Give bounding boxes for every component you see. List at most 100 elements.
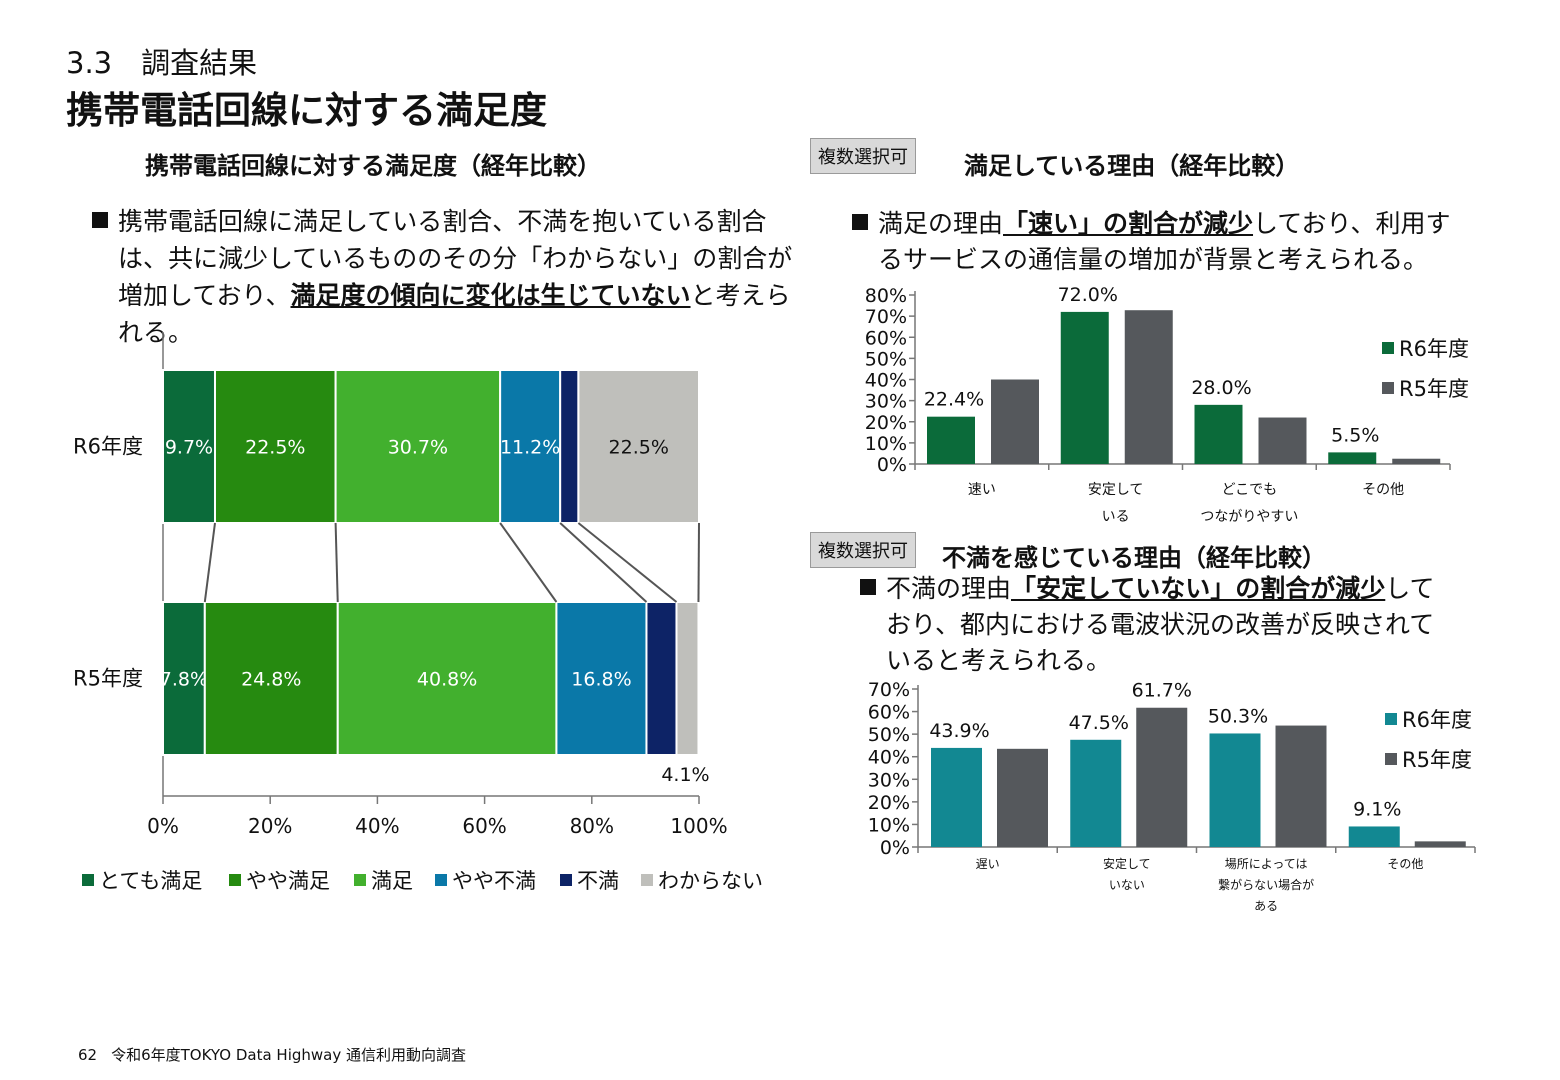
- data-label: 47.5%: [1069, 712, 1129, 734]
- data-label: 50.3%: [1208, 705, 1268, 727]
- y-tick-label: 40%: [865, 370, 907, 392]
- data-label: 4.1%: [661, 764, 709, 786]
- section-heading: 3.3 調査結果: [66, 46, 258, 80]
- category-label: その他: [1362, 482, 1404, 498]
- bar: [1194, 404, 1243, 464]
- legend-label: わからない: [658, 869, 763, 893]
- data-label: 5.5%: [1331, 424, 1379, 446]
- category-label: 安定して: [1103, 856, 1151, 871]
- y-tick-label: 30%: [865, 391, 907, 413]
- legend-swatch: [354, 874, 366, 886]
- bar: [1414, 841, 1466, 847]
- right-bottom-bullet-highlight: 「安定していない」の割合が減少: [1011, 574, 1386, 603]
- x-tick-label: 40%: [355, 814, 399, 838]
- legend-swatch: [1382, 342, 1394, 354]
- left-bullet-text: 携帯電話回線に満足している割合、不満を抱いている割合は、共に減少しているもののそ…: [118, 207, 793, 310]
- bar: [1392, 458, 1441, 464]
- y-tick-label: 0%: [880, 837, 910, 859]
- satisfaction-stacked-bar-chart: 0% 20% 40% 60% 80% 100% R6年度 9.7% 22.5% 30.7% 11.2…: [73, 332, 763, 893]
- y-tick-label: 0%: [877, 454, 907, 476]
- data-label: 22.4%: [924, 389, 984, 411]
- satisfaction-reasons-bar-chart: 0%10%20%30%40%50%60%70%80% 22.4% 速い 72.0% 安定…: [865, 284, 1469, 525]
- legend-swatch: [229, 874, 241, 886]
- bar: [927, 416, 975, 464]
- bar-segment: [162, 369, 216, 524]
- y-tick-label: 30%: [868, 769, 910, 791]
- footer-text: 令和6年度TOKYO Data Highway 通信利用動向調査: [111, 1046, 466, 1064]
- y-tick-label: 10%: [868, 814, 910, 836]
- connector-line: [499, 522, 558, 603]
- bar: [1348, 826, 1400, 847]
- y-tick-label: 60%: [865, 327, 907, 349]
- connector-line: [697, 522, 700, 603]
- connector-line: [334, 522, 339, 603]
- data-label: 28.0%: [1191, 377, 1251, 399]
- bar-segment: [577, 369, 701, 524]
- data-label: 7.8%: [160, 669, 208, 691]
- category-label: いる: [1102, 509, 1130, 525]
- data-label: 22.5%: [245, 437, 305, 459]
- x-tick-label: 0%: [147, 814, 179, 838]
- x-tick-label: 60%: [462, 814, 506, 838]
- y-tick-label: 20%: [865, 412, 907, 434]
- legend-swatch: [1385, 713, 1397, 725]
- bar-segment: [499, 369, 562, 524]
- y-tick-label: 40%: [868, 747, 910, 769]
- y-tick-label: 50%: [865, 348, 907, 370]
- right-top-bullet-text-end: しており、利用するサービスの通信量の増加が背景と考えられる。: [878, 209, 1451, 274]
- data-label: 11.2%: [500, 437, 560, 459]
- y-tick-label: 10%: [865, 433, 907, 455]
- right-bottom-bullet-text-end: しており、都内における電波状況の改善が反映されていると考えられる。: [886, 574, 1435, 675]
- legend-label: R6年度: [1402, 708, 1472, 732]
- legend-swatch: [82, 874, 94, 886]
- legend-swatch: [641, 874, 653, 886]
- right-bottom-bullet: 不満の理由「安定していない」の割合が減少しており、都内における電波状況の改善が反…: [860, 571, 1451, 679]
- bar: [997, 748, 1048, 847]
- y-tick-label: 70%: [865, 306, 907, 328]
- bar: [1136, 707, 1188, 847]
- dissatisfaction-reasons-bar-chart: 0%10%20%30%40%50%60%70% 43.9% 遅い 47.5%61.7%…: [868, 679, 1476, 913]
- category-label: ある: [1254, 899, 1278, 913]
- legend-swatch: [1382, 382, 1394, 394]
- data-label: 40.8%: [417, 669, 477, 691]
- category-label: いない: [1109, 878, 1145, 892]
- connector-line: [559, 522, 648, 603]
- legend-label: とても満足: [99, 869, 202, 893]
- data-label: 72.0%: [1058, 284, 1118, 306]
- legend-swatch: [1385, 753, 1397, 765]
- data-label: 43.9%: [929, 720, 989, 742]
- category-label: その他: [1387, 857, 1423, 871]
- data-label: 9.1%: [1353, 798, 1401, 820]
- data-label: 16.8%: [571, 669, 631, 691]
- x-tick-label: 100%: [670, 814, 727, 838]
- legend-label: やや不満: [452, 869, 536, 893]
- left-panel-title: 携帯電話回線に対する満足度（経年比較）: [145, 152, 601, 180]
- y-tick-label: 20%: [868, 792, 910, 814]
- category-label: 安定して: [1088, 482, 1144, 498]
- connector-line: [577, 522, 678, 603]
- bar-segment: [675, 601, 700, 756]
- category-label: R6年度: [73, 435, 143, 459]
- bar: [1209, 733, 1261, 847]
- data-label: 22.5%: [609, 437, 669, 459]
- data-label: 30.7%: [388, 437, 448, 459]
- data-label: 9.7%: [165, 437, 213, 459]
- bar: [931, 747, 982, 847]
- left-bullet-text-end: と考えられる。: [118, 281, 791, 347]
- bar: [1258, 417, 1307, 464]
- footer: 62 令和6年度TOKYO Data Highway 通信利用動向調査: [78, 1044, 480, 1065]
- right-top-bullet-highlight: 「速い」の割合が減少: [1003, 209, 1254, 238]
- legend-label: 満足: [371, 869, 413, 893]
- category-label: 繋がらない場合が: [1218, 877, 1314, 892]
- bar-segment: [203, 601, 339, 756]
- legend-swatch: [435, 874, 447, 886]
- legend-label: 不満: [577, 869, 619, 893]
- bullet-square-icon: [860, 579, 876, 595]
- bar-segment: [645, 601, 678, 756]
- data-label: 24.8%: [241, 669, 301, 691]
- multi-select-badge-top: 複数選択可: [810, 138, 916, 174]
- bar: [1070, 739, 1122, 847]
- bar-segment: [555, 601, 648, 756]
- right-bottom-panel-title: 不満を感じている理由（経年比較）: [942, 544, 1326, 572]
- page-title: 携帯電話回線に対する満足度: [66, 89, 547, 132]
